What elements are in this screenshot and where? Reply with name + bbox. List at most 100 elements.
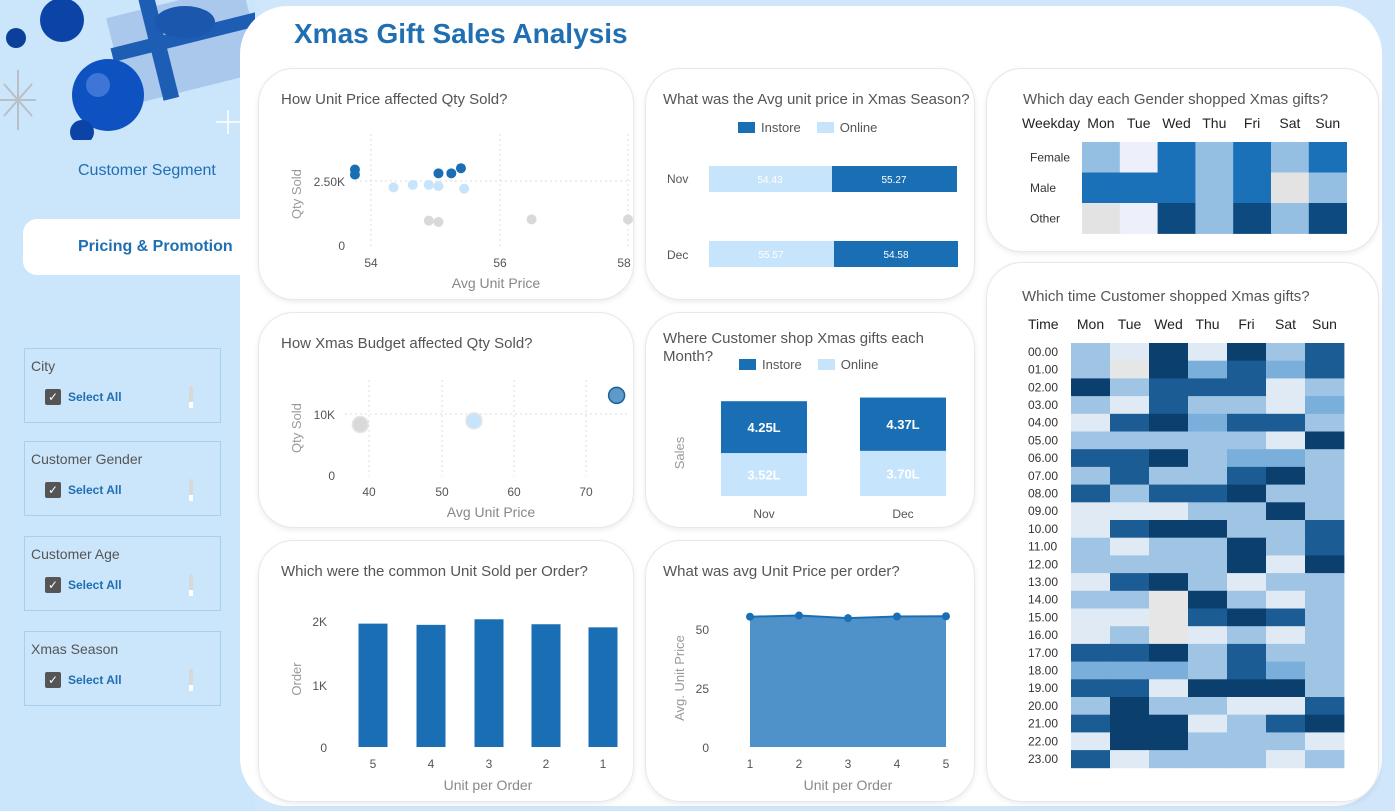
- x-tick: Nov: [753, 507, 774, 521]
- heatmap-cell: [1227, 697, 1267, 716]
- heatmap-day-label: Mon: [1077, 316, 1104, 332]
- heatmap-cell: [1266, 520, 1306, 539]
- card-avg-price-season[interactable]: What was the Avg unit price in Xmas Seas…: [645, 68, 975, 300]
- heatmap-cell: [1119, 203, 1158, 234]
- heatmap-cell: [1149, 466, 1189, 485]
- select-all-label[interactable]: Select All: [68, 578, 122, 592]
- heatmap-cell: [1149, 732, 1189, 751]
- bar-label: 4.37L: [886, 417, 919, 432]
- card-price-qty[interactable]: How Unit Price affected Qty Sold? 0 2.50…: [258, 68, 634, 300]
- heatmap-cell: [1305, 396, 1345, 415]
- heatmap-cell: [1305, 626, 1345, 645]
- chart-title: What was the Avg unit price in Xmas Seas…: [663, 91, 970, 108]
- legend-instore[interactable]: Instore: [739, 357, 802, 372]
- legend-instore[interactable]: Instore: [738, 120, 801, 135]
- scatter-point: [459, 183, 470, 194]
- y-tick: 2.50K: [314, 175, 345, 189]
- select-all-label[interactable]: Select All: [68, 673, 122, 687]
- select-all-checkbox[interactable]: ✓: [45, 482, 61, 498]
- filter-scrollbar[interactable]: [189, 479, 193, 501]
- heatmap-cell: [1149, 360, 1189, 379]
- nav-customer-segment[interactable]: Customer Segment: [78, 162, 216, 179]
- bar: [358, 623, 388, 747]
- heatmap-day-label: Sun: [1312, 316, 1337, 332]
- legend-online[interactable]: Online: [816, 120, 877, 135]
- filter-title: Customer Gender: [31, 451, 143, 467]
- heatmap-cell: [1308, 203, 1347, 234]
- heatmap-cell: [1188, 661, 1228, 680]
- heatmap-cell: [1188, 697, 1228, 716]
- scatter-point: [623, 214, 633, 225]
- heatmap-cell: [1110, 643, 1150, 662]
- heatmap-cell: [1071, 679, 1111, 698]
- heatmap-cell: [1110, 714, 1150, 733]
- select-all-checkbox[interactable]: ✓: [45, 577, 61, 593]
- scatter-point: [423, 215, 434, 226]
- heatmap-cell: [1305, 697, 1345, 716]
- heatmap-hour-label: 11.00: [1028, 540, 1057, 554]
- heatmap-cell: [1266, 484, 1306, 503]
- row-label: Nov: [667, 172, 688, 186]
- heatmap-cell: [1308, 172, 1347, 204]
- heatmap-cell: [1305, 413, 1345, 432]
- heatmap-hour-label: 17.00: [1028, 646, 1058, 660]
- heatmap-hour-label: 23.00: [1028, 752, 1058, 766]
- card-units-order[interactable]: Which were the common Unit Sold per Orde…: [258, 540, 634, 802]
- heatmap-cell: [1305, 537, 1345, 556]
- heatmap-cell: [1149, 502, 1189, 521]
- filter-scrollbar[interactable]: [189, 669, 193, 691]
- heatmap-cell: [1110, 520, 1150, 539]
- bar-label: 4.25L: [747, 420, 780, 435]
- heatmap-day-label: Wed: [1154, 316, 1183, 332]
- select-all-checkbox[interactable]: ✓: [45, 672, 61, 688]
- heatmap-cell: [1188, 626, 1228, 645]
- legend-online[interactable]: Online: [817, 357, 878, 372]
- heatmap-cell: [1266, 626, 1306, 645]
- card-time-heat[interactable]: Which time Customer shopped Xmas gifts? …: [986, 262, 1379, 802]
- heatmap-cell: [1305, 732, 1345, 751]
- heatmap-cell: [1071, 626, 1111, 645]
- x-tick: 1: [600, 757, 607, 771]
- heatmap-cell: [1227, 573, 1267, 592]
- card-budget-qty[interactable]: How Xmas Budget affected Qty Sold? 0 10K…: [258, 312, 634, 528]
- card-avg-price-order[interactable]: What was avg Unit Price per order? 0 25 …: [645, 540, 975, 802]
- heatmap-cell: [1188, 537, 1228, 556]
- filter-scrollbar[interactable]: [189, 574, 193, 596]
- heatmap-hour-label: 01.00: [1028, 363, 1058, 377]
- heatmap-cell: [1305, 520, 1345, 539]
- nav-pricing-tab[interactable]: [23, 219, 263, 275]
- filter-scrollbar[interactable]: [189, 386, 193, 408]
- card-gender-day[interactable]: Which day each Gender shopped Xmas gifts…: [986, 68, 1379, 252]
- x-tick: 3: [845, 757, 852, 771]
- nav-pricing-promotion[interactable]: Pricing & Promotion: [78, 238, 233, 255]
- heatmap-cell: [1266, 608, 1306, 627]
- select-all-checkbox[interactable]: ✓: [45, 389, 61, 405]
- select-all-label[interactable]: Select All: [68, 390, 122, 404]
- y-axis-label: Sales: [672, 436, 687, 469]
- heatmap-hour-label: 02.00: [1028, 380, 1058, 394]
- heatmap-cell: [1149, 714, 1189, 733]
- bar-online: [721, 453, 807, 496]
- select-all-label[interactable]: Select All: [68, 483, 122, 497]
- heatmap-cell: [1149, 431, 1189, 450]
- heatmap-cell: [1149, 413, 1189, 432]
- heatmap-corner: Weekday: [1022, 115, 1080, 131]
- heatmap-cell: [1188, 431, 1228, 450]
- heatmap-cell: [1305, 661, 1345, 680]
- heatmap-cell: [1071, 484, 1111, 503]
- heatmap-cell: [1188, 643, 1228, 662]
- heatmap-cell: [1266, 573, 1306, 592]
- heatmap-day-label: Tue: [1127, 115, 1151, 131]
- bar-online: [860, 450, 946, 496]
- heatmap-cell: [1119, 142, 1158, 173]
- x-tick: 4: [428, 757, 435, 771]
- x-tick: 2: [796, 757, 803, 771]
- heatmap-cell: [1071, 697, 1111, 716]
- heatmap-day-label: Fri: [1238, 316, 1254, 332]
- x-tick: 56: [493, 256, 507, 270]
- y-tick: 10K: [314, 408, 335, 422]
- heatmap-cell: [1071, 502, 1111, 521]
- card-shop-month[interactable]: Where Customer shop Xmas gifts each Mont…: [645, 312, 975, 528]
- bar-label: 3.70L: [886, 466, 919, 481]
- heatmap-hour-label: 13.00: [1028, 575, 1058, 589]
